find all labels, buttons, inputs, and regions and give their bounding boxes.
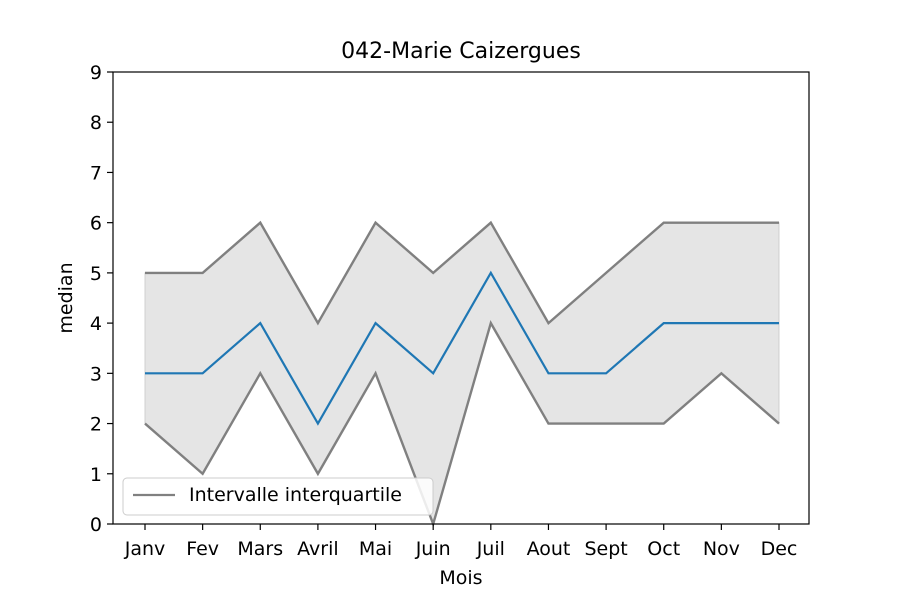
x-tick-label-mars: Mars	[237, 538, 283, 560]
x-axis-label: Mois	[439, 567, 482, 589]
x-tick-label-oct: Oct	[647, 538, 680, 560]
x-tick-label-nov: Nov	[703, 538, 740, 560]
x-axis: Janv Fev Mars Avril Mai Juin Juil Aout Sept Oct No…	[124, 524, 798, 560]
x-tick-label-fev: Fev	[186, 538, 219, 560]
lower-quartile-line	[144, 320, 780, 528]
legend-box	[122, 477, 434, 516]
plot-frame	[112, 71, 810, 525]
y-tick-label: 2	[90, 414, 102, 436]
legend-label: Intervalle interquartile	[189, 484, 402, 506]
x-tick-label-sept: Sept	[584, 538, 627, 560]
x-tick-label-dec: Dec	[761, 538, 798, 560]
series-layer	[144, 270, 780, 426]
interquartile-band-layer	[144, 220, 780, 528]
x-tick-label-juin: Juin	[415, 538, 451, 560]
y-tick-label: 1	[90, 464, 102, 486]
x-tick-label-aout: Aout	[527, 538, 571, 560]
y-tick-label: 6	[90, 213, 102, 235]
y-tick-label: 4	[90, 313, 102, 335]
y-axis: 0 1 2 3 4 5 6 7 8 9	[90, 62, 113, 536]
y-tick-label: 0	[90, 514, 102, 536]
y-tick-label: 7	[90, 162, 102, 184]
median-line	[145, 270, 779, 426]
x-tick-label-avril: Avril	[297, 538, 339, 560]
y-tick-label: 3	[90, 363, 102, 385]
x-tick-label-mai: Mai	[359, 538, 392, 560]
x-tick-label-juil: Juil	[476, 538, 505, 560]
x-tick-label-janv: Janv	[124, 538, 166, 560]
y-tick-label: 5	[90, 263, 102, 285]
upper-quartile-line	[145, 220, 779, 326]
legend: Intervalle interquartile	[122, 477, 434, 516]
y-tick-label: 8	[90, 112, 102, 134]
chart-title: 042-Marie Caizergues	[341, 39, 581, 64]
y-axis-label: median	[55, 262, 77, 333]
y-tick-label: 9	[90, 62, 102, 84]
